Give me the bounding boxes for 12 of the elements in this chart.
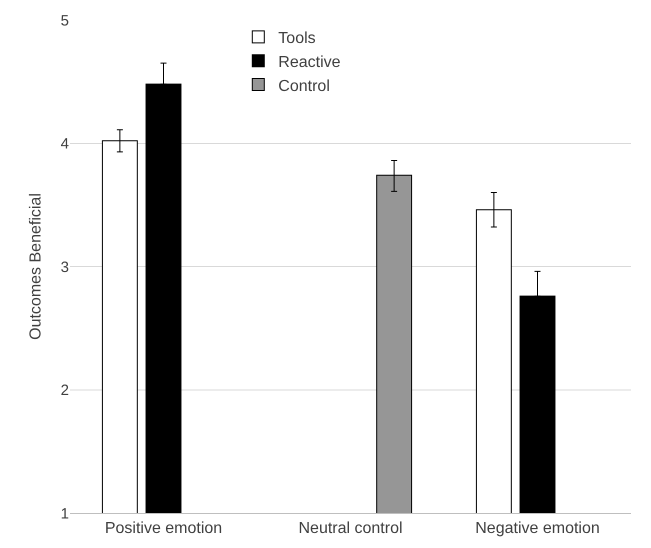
y-tick-label: 3 (60, 258, 69, 276)
legend-label: Reactive (278, 54, 341, 71)
y-tick-label: 2 (60, 382, 69, 399)
x-tick-label: Negative emotion (475, 520, 600, 538)
x-tick-label: Positive emotion (104, 520, 222, 538)
y-tick-label: 4 (60, 136, 69, 152)
x-tick-label: Neutral control (298, 520, 403, 538)
y-axis-title: Outcomes Beneficial (28, 193, 45, 340)
legend-label: Control (278, 78, 330, 95)
y-tick-label: 1 (60, 505, 69, 522)
y-tick-label: 5 (60, 12, 69, 30)
legend-label: Tools (278, 30, 316, 48)
